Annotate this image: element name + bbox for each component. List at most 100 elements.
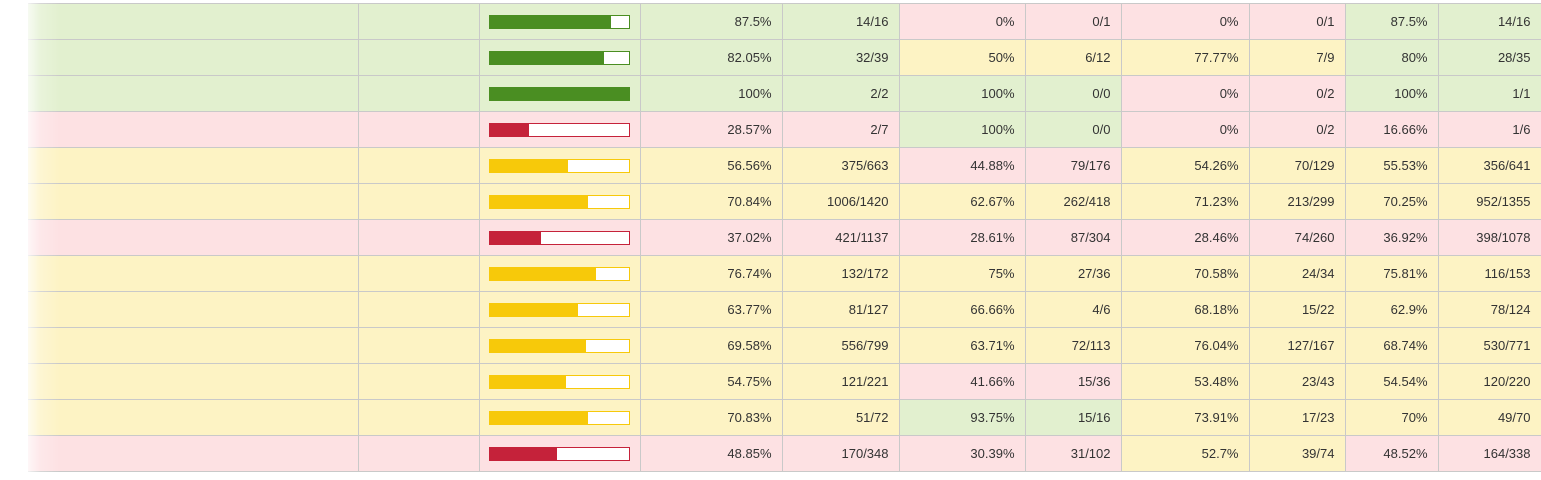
table-row: 70.83% 51/72 93.75% 15/16 73.91% 17/23 70% 49/7…: [28, 399, 1541, 436]
spacer-cell: [357, 111, 480, 148]
classes-percent: 0%: [1120, 75, 1250, 112]
file-name-cell[interactable]: [28, 363, 359, 400]
coverage-progress-bar: [488, 230, 630, 245]
coverage-progress-fill: [489, 87, 629, 100]
total-count: 398/1078: [1437, 219, 1541, 256]
functions-percent: 30.39%: [898, 435, 1026, 472]
file-name-cell[interactable]: [28, 255, 359, 292]
functions-percent: 41.66%: [898, 363, 1026, 400]
spacer-cell: [357, 435, 480, 472]
table-row: 37.02% 421/1137 28.61% 87/304 28.46% 74/260 36…: [28, 219, 1541, 256]
lines-count: 2/7: [781, 111, 900, 148]
classes-percent: 70.58%: [1120, 255, 1250, 292]
classes-count: 39/74: [1248, 435, 1346, 472]
classes-count: 17/23: [1248, 399, 1346, 436]
total-percent: 48.52%: [1344, 435, 1439, 472]
total-count: 116/153: [1437, 255, 1541, 292]
total-count: 1/1: [1437, 75, 1541, 112]
total-count: 78/124: [1437, 291, 1541, 328]
spacer-cell: [357, 75, 480, 112]
classes-count: 0/1: [1248, 3, 1346, 40]
functions-percent: 63.71%: [898, 327, 1026, 364]
file-name-cell[interactable]: [28, 3, 359, 40]
file-name-cell[interactable]: [28, 75, 359, 112]
coverage-progress-bar: [488, 122, 630, 137]
coverage-rows: 87.5% 14/16 0% 0/1 0% 0/1 87.5% 14/16 82.05% 32/3…: [28, 3, 1541, 472]
spacer-cell: [357, 399, 480, 436]
total-percent: 87.5%: [1344, 3, 1439, 40]
total-count: 164/338: [1437, 435, 1541, 472]
classes-count: 7/9: [1248, 39, 1346, 76]
coverage-progress-fill: [489, 231, 541, 244]
classes-percent: 68.18%: [1120, 291, 1250, 328]
lines-percent: 100%: [639, 75, 783, 112]
lines-percent: 54.75%: [639, 363, 783, 400]
coverage-progress-fill: [489, 267, 597, 280]
functions-count: 6/12: [1024, 39, 1122, 76]
coverage-progress-fill: [489, 15, 612, 28]
coverage-bar-cell: [478, 111, 641, 148]
classes-count: 74/260: [1248, 219, 1346, 256]
file-name-cell[interactable]: [28, 39, 359, 76]
functions-percent: 44.88%: [898, 147, 1026, 184]
total-count: 28/35: [1437, 39, 1541, 76]
coverage-progress-bar: [488, 446, 630, 461]
table-row: 87.5% 14/16 0% 0/1 0% 0/1 87.5% 14/16: [28, 3, 1541, 40]
functions-percent: 62.67%: [898, 183, 1026, 220]
functions-percent: 0%: [898, 3, 1026, 40]
functions-count: 27/36: [1024, 255, 1122, 292]
spacer-cell: [357, 363, 480, 400]
coverage-progress-bar: [488, 410, 630, 425]
coverage-progress-bar: [488, 194, 630, 209]
functions-percent: 66.66%: [898, 291, 1026, 328]
table-row: 76.74% 132/172 75% 27/36 70.58% 24/34 75.81% 11…: [28, 255, 1541, 292]
lines-percent: 70.84%: [639, 183, 783, 220]
total-percent: 54.54%: [1344, 363, 1439, 400]
lines-percent: 69.58%: [639, 327, 783, 364]
functions-count: 15/36: [1024, 363, 1122, 400]
file-name-cell[interactable]: [28, 147, 359, 184]
spacer-cell: [357, 3, 480, 40]
classes-count: 213/299: [1248, 183, 1346, 220]
classes-percent: 71.23%: [1120, 183, 1250, 220]
coverage-progress-fill: [489, 447, 558, 460]
total-count: 49/70: [1437, 399, 1541, 436]
coverage-progress-fill: [489, 339, 587, 352]
coverage-progress-bar: [488, 50, 630, 65]
total-percent: 100%: [1344, 75, 1439, 112]
file-name-cell[interactable]: [28, 291, 359, 328]
lines-count: 1006/1420: [781, 183, 900, 220]
file-name-cell[interactable]: [28, 435, 359, 472]
lines-percent: 70.83%: [639, 399, 783, 436]
classes-percent: 0%: [1120, 111, 1250, 148]
coverage-bar-cell: [478, 255, 641, 292]
functions-count: 4/6: [1024, 291, 1122, 328]
spacer-cell: [357, 219, 480, 256]
file-name-cell[interactable]: [28, 183, 359, 220]
classes-count: 70/129: [1248, 147, 1346, 184]
lines-count: 32/39: [781, 39, 900, 76]
table-row: 28.57% 2/7 100% 0/0 0% 0/2 16.66% 1/6: [28, 111, 1541, 148]
functions-percent: 75%: [898, 255, 1026, 292]
functions-count: 15/16: [1024, 399, 1122, 436]
lines-count: 81/127: [781, 291, 900, 328]
file-name-cell[interactable]: [28, 327, 359, 364]
coverage-progress-fill: [489, 159, 569, 172]
file-name-cell[interactable]: [28, 399, 359, 436]
table-row: 100% 2/2 100% 0/0 0% 0/2 100% 1/1: [28, 75, 1541, 112]
table-row: 82.05% 32/39 50% 6/12 77.77% 7/9 80% 28/35: [28, 39, 1541, 76]
coverage-bar-cell: [478, 435, 641, 472]
file-name-cell[interactable]: [28, 219, 359, 256]
total-percent: 68.74%: [1344, 327, 1439, 364]
file-name-cell[interactable]: [28, 111, 359, 148]
classes-count: 15/22: [1248, 291, 1346, 328]
coverage-progress-fill: [489, 303, 579, 316]
coverage-table: 87.5% 14/16 0% 0/1 0% 0/1 87.5% 14/16 82.05% 32/3…: [28, 3, 1541, 472]
coverage-progress-fill: [489, 51, 604, 64]
spacer-cell: [357, 147, 480, 184]
coverage-progress-bar: [488, 302, 630, 317]
coverage-progress-fill: [489, 375, 566, 388]
coverage-progress-bar: [488, 14, 630, 29]
total-count: 952/1355: [1437, 183, 1541, 220]
coverage-bar-cell: [478, 219, 641, 256]
